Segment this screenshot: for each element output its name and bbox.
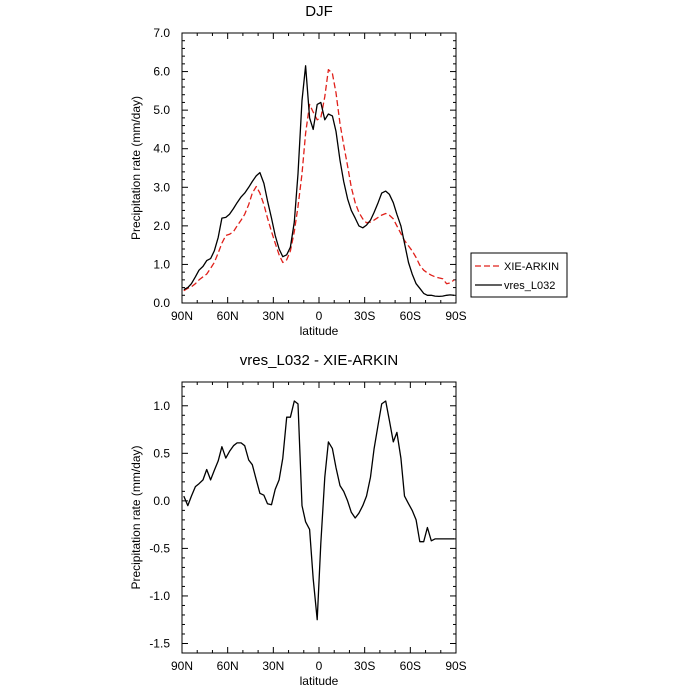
y-tick-label: -1.0 — [149, 589, 170, 603]
y-tick-label: 0.0 — [153, 494, 170, 508]
plot-frame — [181, 32, 457, 304]
x-tick-label: 30N — [262, 659, 284, 673]
x-tick-label: 90S — [445, 659, 466, 673]
series-line-2 — [183, 65, 455, 298]
series-line-1 — [183, 68, 455, 292]
chart-2: vres_L032 - XIE-ARKIN 90N 60N 30N 0 30S 60S 90S… — [129, 352, 467, 688]
x-tick-label: 90S — [445, 309, 466, 323]
y-tick-label: 3.0 — [153, 180, 170, 194]
x-axis-label: latitude — [300, 324, 339, 338]
chart-title: DJF — [305, 3, 333, 20]
y-axis-label: Precipitation rate (mm/day) — [129, 445, 143, 589]
y-axis-label: Precipitation rate (mm/day) — [129, 96, 143, 240]
y-tick-label: 0.0 — [153, 296, 170, 310]
x-tick-label: 90N — [171, 309, 193, 323]
x-tick-label: 60N — [217, 659, 239, 673]
x-tick-label: 60S — [400, 659, 421, 673]
x-tick-label: 90N — [171, 659, 193, 673]
legend-label: XIE-ARKIN — [504, 261, 559, 273]
legend-box — [470, 252, 568, 298]
y-tick-label: 1.0 — [153, 257, 170, 271]
y-tick-label: -1.5 — [149, 636, 170, 650]
y-tick-label: 1.0 — [153, 399, 170, 413]
x-tick-label: 30S — [354, 659, 375, 673]
series-line-1 — [183, 400, 455, 621]
y-tick-label: 6.0 — [153, 65, 170, 79]
x-tick-label: 30S — [354, 309, 375, 323]
legend: XIE-ARKIN vres_L032 — [470, 252, 568, 298]
y-tick-label: 2.0 — [153, 219, 170, 233]
x-tick-label: 60N — [217, 309, 239, 323]
legend-label: vres_L032 — [504, 280, 555, 292]
y-tick-label: 4.0 — [153, 142, 170, 156]
x-tick-label: 60S — [400, 309, 421, 323]
y-tick-label: 7.0 — [153, 26, 170, 40]
chart-title: vres_L032 - XIE-ARKIN — [240, 352, 398, 369]
x-tick-label: 0 — [316, 659, 323, 673]
x-axis-label: latitude — [300, 674, 339, 688]
x-tick-label: 0 — [316, 309, 323, 323]
y-tick-label: 0.5 — [153, 446, 170, 460]
y-tick-label: -0.5 — [149, 541, 170, 555]
x-tick-label: 30N — [262, 309, 284, 323]
chart-1: DJF 90N 60N 30N 0 30S 60S 90S 0.0 1.0 2.0 3.0 4.0 5.0… — [129, 3, 568, 338]
y-tick-label: 5.0 — [153, 103, 170, 117]
